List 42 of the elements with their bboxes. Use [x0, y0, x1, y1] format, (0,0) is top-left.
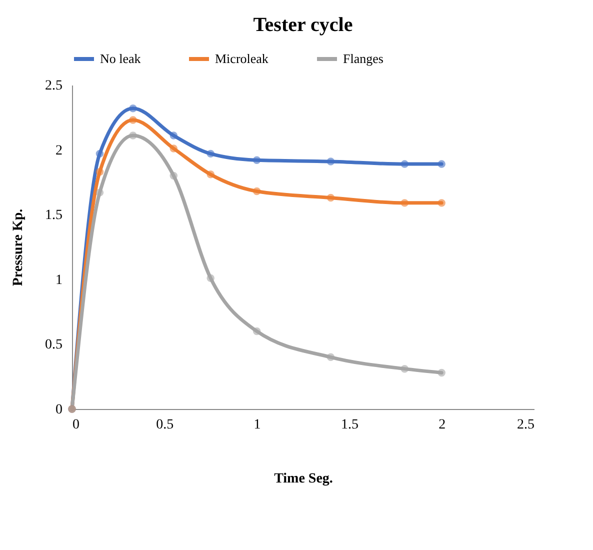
point [96, 168, 104, 176]
point [400, 160, 409, 168]
point [252, 187, 261, 196]
point [438, 160, 446, 168]
point [206, 170, 214, 178]
y-tick-label: 2 [56, 143, 62, 158]
x-tick-label: 2.5 [517, 418, 534, 432]
y-tick-label: 2.5 [45, 78, 62, 94]
point [170, 132, 178, 140]
point [438, 368, 446, 377]
point [206, 274, 214, 282]
x-tick-label: 1 [254, 418, 261, 432]
point [252, 156, 261, 164]
legend-label: Microleak [215, 51, 269, 66]
point [129, 104, 137, 112]
x-tick-label: 0.5 [156, 418, 174, 432]
x-tick-label: 0 [72, 418, 80, 432]
point [96, 188, 104, 196]
legend-label: Flanges [343, 51, 384, 66]
point [129, 132, 137, 140]
x-tick-label: 1.5 [340, 418, 358, 432]
point [170, 144, 178, 152]
y-tick-label: 0.5 [45, 338, 62, 353]
chart-title: Tester cycle [253, 14, 353, 36]
point [400, 364, 409, 373]
point [400, 199, 409, 207]
y-tick-label: 1 [56, 272, 62, 288]
x-tick-label: 2 [438, 418, 446, 432]
point [206, 150, 214, 158]
legend-label: No leak [100, 51, 142, 66]
y-tick-label: 0 [56, 402, 62, 418]
point [326, 158, 335, 166]
point [96, 150, 104, 158]
point [326, 353, 335, 362]
x-axis-title: Time Seg. [274, 472, 333, 486]
point [326, 194, 335, 202]
y-tick-label: 1.5 [45, 208, 62, 224]
point [129, 116, 137, 124]
point [438, 199, 446, 207]
y-axis-title: Pressure Kp. [11, 208, 26, 286]
point [170, 172, 178, 180]
point [252, 327, 261, 336]
